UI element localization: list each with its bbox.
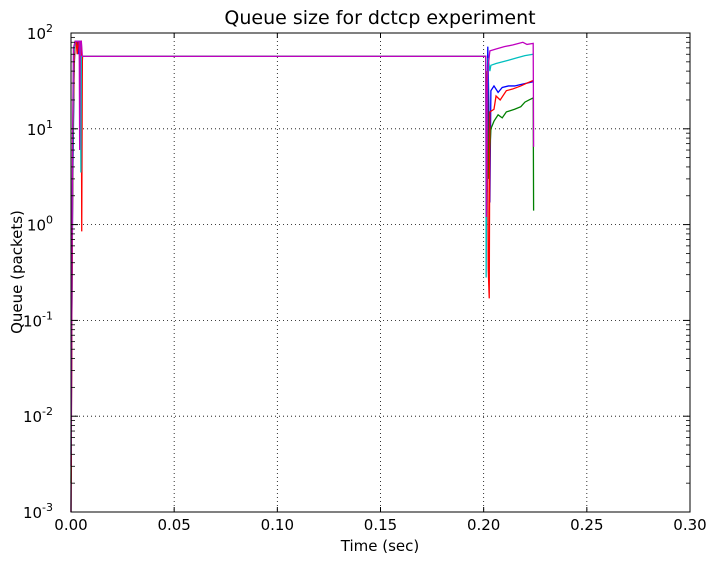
x-axis-label: Time (sec): [340, 537, 419, 555]
tick-marks: [70, 32, 691, 513]
y-tick-label: 10-2: [23, 405, 53, 426]
y-tick-label: 102: [27, 22, 53, 43]
y-tick-labels: 10-3 10-2 10-1 100 101 102: [23, 22, 53, 522]
x-tick-label: 0.25: [570, 516, 603, 534]
x-tick-labels: 0.00 0.05 0.10 0.15 0.20 0.25 0.30: [54, 516, 706, 534]
y-tick-label: 10-3: [23, 501, 53, 522]
y-tick-label: 100: [27, 214, 53, 235]
x-tick-label: 0.00: [54, 516, 87, 534]
y-tick-label: 10-1: [23, 309, 53, 330]
y-axis-label: Queue (packets): [8, 210, 26, 334]
x-tick-label: 0.10: [261, 516, 294, 534]
x-tick-label: 0.20: [467, 516, 500, 534]
chart-title: Queue size for dctcp experiment: [224, 7, 535, 29]
y-tick-label: 101: [27, 118, 53, 139]
x-tick-label: 0.15: [364, 516, 397, 534]
x-tick-label: 0.05: [157, 516, 190, 534]
x-tick-label: 0.30: [673, 516, 706, 534]
